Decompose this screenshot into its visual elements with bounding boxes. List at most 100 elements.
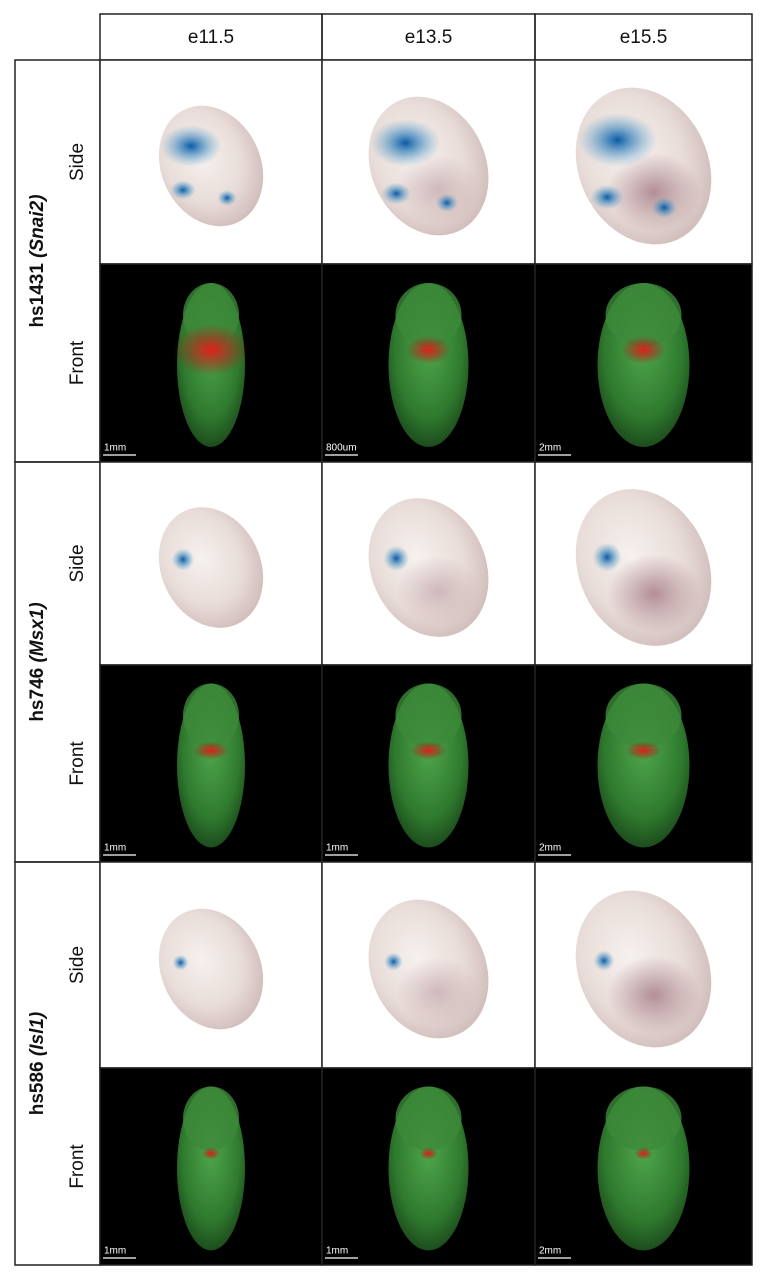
image-cell [535, 862, 752, 1068]
embryo-head [183, 1086, 239, 1151]
scale-bar-label: 2mm [539, 443, 561, 454]
expression-spot [381, 182, 412, 205]
embryo-side [368, 96, 489, 236]
expression-spot [406, 336, 451, 364]
embryo-head [605, 683, 682, 748]
expression-spot [383, 545, 410, 572]
image-cell [100, 862, 322, 1068]
expression-spot [160, 125, 222, 167]
expression-spot [384, 952, 403, 971]
embryo-head [183, 683, 239, 748]
embryo-side [368, 498, 489, 637]
column-label: e11.5 [188, 27, 234, 48]
embryo-front [388, 683, 469, 848]
view-label: Side [67, 946, 88, 984]
image-cell [322, 60, 535, 264]
gene-name: (Msx1) [27, 602, 48, 662]
expression-spot [651, 197, 677, 218]
expression-spot [435, 193, 458, 212]
scale-bar-label: 1mm [326, 1246, 348, 1257]
expression-spot [173, 324, 249, 376]
image-cell [100, 462, 322, 665]
expression-spot [625, 741, 662, 760]
view-label: Front [67, 741, 88, 786]
expression-spot [577, 112, 658, 168]
image-cell [535, 462, 752, 665]
embryo-front [597, 1086, 690, 1251]
image-cell [100, 60, 322, 264]
embryo-belly [396, 555, 480, 626]
embryo-front [177, 683, 245, 848]
view-label: Front [67, 340, 88, 385]
embryo-side [575, 489, 712, 646]
construct-name: hs746 [27, 668, 48, 722]
expression-spot [593, 950, 615, 972]
embryo-side [575, 87, 712, 245]
embryo-head [605, 283, 682, 347]
image-cell [322, 462, 535, 665]
image-cell: 1mm [100, 665, 322, 862]
expression-spot [202, 1147, 220, 1160]
view-label: Side [67, 544, 88, 582]
construct-name: hs1431 [27, 263, 48, 328]
image-cell [535, 60, 752, 264]
embryo-head [605, 1086, 682, 1151]
expression-spot [217, 190, 237, 206]
column-label: e13.5 [405, 27, 453, 48]
image-cell: 1mm [322, 665, 535, 862]
expression-spot [171, 548, 195, 571]
scale-bar-label: 2mm [539, 1246, 561, 1257]
construct-name: hs586 [27, 1061, 48, 1115]
expression-spot [370, 119, 441, 167]
scale-bar-label: 1mm [104, 443, 126, 454]
expression-spot [419, 1147, 438, 1160]
embryo-front [173, 283, 249, 447]
embryo-side [575, 890, 712, 1048]
image-cell [322, 862, 535, 1068]
image-cell: 2mm [535, 264, 752, 462]
view-label: Side [67, 143, 88, 181]
column-label: e15.5 [620, 27, 668, 48]
expression-spot [172, 954, 189, 971]
group-label: hs1431 (Snai2) [27, 194, 48, 327]
embryo-front [388, 283, 469, 447]
embryo-front [597, 283, 690, 447]
embryo-belly [607, 553, 701, 634]
expression-spot [193, 741, 229, 760]
expression-spot [410, 741, 447, 760]
embryo-front [177, 1086, 245, 1251]
image-cell: 1mm [100, 264, 322, 462]
scale-bar-label: 1mm [104, 1246, 126, 1257]
image-cell: 2mm [535, 1068, 752, 1265]
scale-bar-label: 2mm [539, 843, 561, 854]
embryo-belly [396, 957, 480, 1027]
embryo-front [597, 683, 690, 848]
embryo-side [158, 908, 264, 1030]
image-cell: 1mm [100, 1068, 322, 1265]
embryo-head [395, 1086, 462, 1151]
embryo-head [395, 283, 462, 347]
embryo-side [368, 899, 489, 1039]
embryo-head [395, 683, 462, 748]
expression-spot [634, 1147, 653, 1160]
embryo-body [158, 908, 264, 1030]
embryo-side [158, 507, 264, 628]
scale-bar-label: 1mm [104, 843, 126, 854]
group-label: hs746 (Msx1) [27, 602, 48, 721]
embryo-side [158, 105, 264, 227]
expression-spot [621, 336, 666, 364]
gene-name: (Snai2) [27, 194, 48, 257]
embryo-belly [607, 152, 701, 232]
gene-name: (Isl1) [27, 1012, 48, 1056]
scale-bar-label: 800um [326, 443, 357, 454]
expression-spot [590, 184, 624, 210]
embryo-belly [607, 955, 701, 1035]
group-label: hs586 (Isl1) [27, 1012, 48, 1116]
scale-bar-label: 1mm [326, 843, 348, 854]
embryo-belly [396, 154, 480, 224]
embryo-body [158, 507, 264, 628]
image-cell: 2mm [535, 665, 752, 862]
embryo-front [388, 1086, 469, 1251]
expression-spot [170, 180, 196, 200]
